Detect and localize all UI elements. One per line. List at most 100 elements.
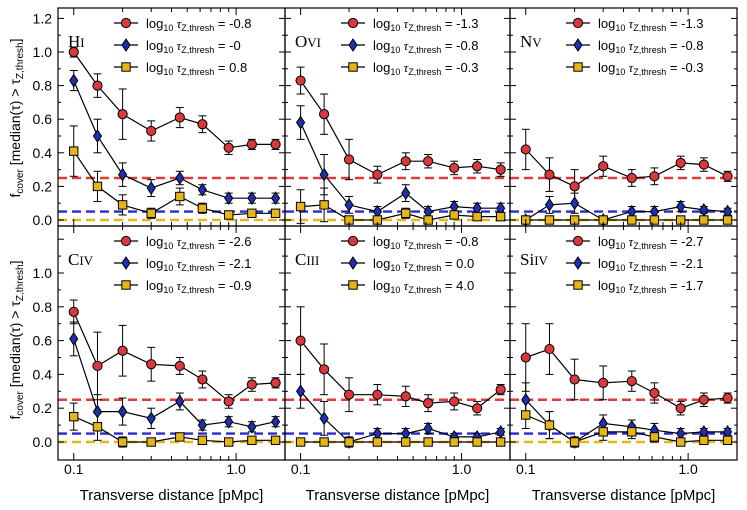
data-point-square: [92, 422, 103, 432]
data-point-circle: [343, 389, 355, 400]
legend-value: = -2.1: [214, 256, 251, 271]
legend-value: = 4.0: [441, 278, 474, 293]
data-point-circle: [372, 389, 383, 400]
data-point-circle: [372, 169, 383, 180]
legend-tau: τ: [173, 278, 182, 293]
legend-label: log10 τZ,thresh = -0: [146, 38, 241, 55]
y-axis-label: fcover [median(τ) > τZ,thresh]: [7, 261, 26, 420]
data-point-circle: [675, 403, 686, 414]
x-axis-label: Transverse distance [pMpc]: [532, 487, 716, 504]
legend-log-base: 10: [390, 67, 400, 77]
legend-log-base: 10: [390, 263, 400, 273]
ion-element: C: [68, 250, 79, 269]
legend-tau-sub: Z,thresh: [181, 23, 214, 33]
ylabel-thresh: Z,thresh: [15, 264, 26, 301]
legend-tau: τ: [625, 60, 634, 75]
legend-log: log: [373, 60, 390, 75]
data-point-diamond: [295, 384, 306, 399]
legend-value: = -0: [214, 38, 240, 53]
legend-marker-circle: [120, 17, 132, 29]
data-point-square: [627, 215, 637, 225]
legend-log-base: 10: [163, 263, 173, 273]
legend-log-base: 10: [163, 45, 173, 55]
data-point-circle: [197, 374, 208, 385]
x-tick-label: 1.0: [226, 461, 246, 477]
legend-log: log: [598, 16, 615, 31]
data-point-circle: [174, 112, 185, 123]
legend-value: = -2.7: [666, 234, 703, 249]
y-tick-label: 0.0: [33, 212, 53, 228]
data-point-circle: [449, 396, 460, 407]
y-tick-label: 0.6: [33, 333, 53, 349]
data-point-square: [598, 427, 608, 437]
data-point-circle: [722, 171, 733, 182]
x-tick-label: 0.1: [291, 461, 311, 477]
y-tick-label: 0.2: [33, 178, 53, 194]
data-point-square: [197, 203, 208, 213]
data-point-circle: [246, 379, 257, 390]
legend-tau-sub: Z,thresh: [633, 23, 666, 33]
data-point-square: [146, 437, 156, 447]
legend-value: = -0.3: [441, 60, 478, 75]
data-point-circle: [698, 159, 709, 170]
data-point-square: [175, 432, 185, 442]
legend-tau-sub: Z,thresh: [408, 45, 441, 55]
legend-log: log: [146, 38, 163, 53]
data-point-square: [472, 211, 482, 222]
data-point-circle: [319, 364, 330, 375]
data-point-diamond: [224, 414, 234, 429]
legend-marker-circle: [120, 235, 132, 247]
data-point-circle: [544, 343, 555, 355]
data-point-diamond: [175, 394, 185, 409]
legend-log: log: [598, 234, 615, 249]
ion-stage: III: [306, 253, 319, 268]
ion-element: C: [295, 250, 306, 269]
ylabel-thresh: Z,thresh: [15, 42, 26, 79]
data-point-circle: [68, 46, 79, 58]
legend-label: log10 τZ,thresh = -0.8: [373, 38, 479, 55]
legend-log-base: 10: [390, 241, 400, 251]
data-point-square: [344, 437, 354, 447]
legend-log-base: 10: [615, 67, 625, 77]
legend-label: log10 τZ,thresh = -2.6: [146, 234, 252, 251]
data-point-circle: [423, 398, 434, 409]
legend-log: log: [146, 60, 163, 75]
ylabel-median: [median(τ) > τ: [7, 79, 23, 170]
data-point-diamond: [146, 181, 156, 195]
data-point-circle: [698, 394, 709, 405]
data-point-circle: [197, 119, 208, 130]
ion-element: Si: [520, 250, 534, 269]
data-point-circle: [569, 374, 580, 385]
legend-log-base: 10: [390, 45, 400, 55]
data-point-square: [146, 208, 156, 218]
ylabel-f: f: [7, 415, 23, 419]
legend-log: log: [598, 38, 615, 53]
legend-tau-sub: Z,thresh: [181, 45, 214, 55]
legend-value: = -1.7: [666, 278, 703, 293]
data-point-circle: [423, 156, 434, 167]
legend-tau-sub: Z,thresh: [633, 263, 666, 273]
data-point-circle: [675, 157, 686, 168]
y-tick-label: 1.2: [33, 10, 53, 26]
data-point-circle: [544, 169, 555, 180]
data-point-circle: [449, 162, 460, 174]
data-point-circle: [400, 156, 411, 167]
data-point-circle: [343, 154, 355, 165]
legend-tau: τ: [400, 256, 409, 271]
legend-label: log10 τZ,thresh = -0.3: [373, 60, 479, 77]
data-point-diamond: [344, 197, 354, 212]
series-line-blue: [73, 80, 276, 199]
series-line-red: [300, 340, 502, 409]
data-point-square: [319, 437, 329, 447]
ion-label: NV: [520, 32, 542, 51]
legend-tau: τ: [400, 234, 409, 249]
ylabel-cover: cover: [15, 168, 26, 193]
legend-value: = -0.8: [441, 38, 478, 53]
data-point-circle: [319, 109, 330, 120]
data-point-circle: [223, 142, 234, 153]
data-point-circle: [649, 171, 660, 182]
data-point-diamond: [521, 392, 531, 407]
data-point-diamond: [570, 196, 580, 211]
